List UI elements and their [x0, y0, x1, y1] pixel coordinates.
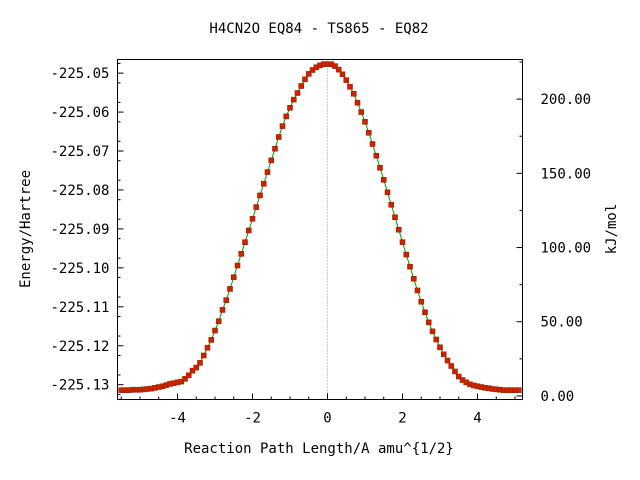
data-point: [448, 363, 455, 369]
data-point: [268, 157, 275, 164]
data-point: [440, 351, 447, 358]
data-point: [433, 336, 440, 343]
data-point: [182, 376, 188, 382]
data-point: [197, 360, 203, 366]
data-point: [287, 104, 293, 111]
data-point: [234, 262, 241, 269]
data-point: [365, 129, 372, 136]
y-tick-label: -225.11: [50, 300, 109, 316]
data-point: [410, 275, 417, 282]
data-point: [257, 192, 263, 199]
y-tick-label: -225.07: [50, 144, 109, 160]
y-tick-label: -225.05: [50, 66, 109, 82]
y-tick-label: -225.06: [50, 105, 109, 121]
x-axis-title: Reaction Path Length/A amu^{1/2}: [184, 441, 454, 457]
data-point: [230, 274, 237, 281]
data-point: [407, 263, 413, 270]
data-point: [380, 177, 387, 183]
y2-tick-label: 200.00: [541, 92, 592, 108]
data-point: [437, 344, 443, 351]
data-point: [452, 368, 458, 375]
data-point: [444, 357, 451, 364]
data-point: [185, 372, 192, 379]
data-point: [279, 123, 286, 129]
y2-tick-label: 0.00: [541, 389, 575, 405]
data-point: [418, 298, 425, 305]
data-point: [350, 90, 357, 97]
data-point: [388, 201, 395, 208]
data-point: [193, 364, 200, 371]
data-point: [455, 373, 462, 380]
data-point: [515, 387, 522, 393]
data-point: [362, 119, 368, 125]
data-point: [208, 337, 215, 343]
data-point: [403, 251, 410, 258]
data-point: [384, 189, 391, 196]
data-point: [253, 204, 260, 210]
x-tick-label: -2: [244, 411, 261, 427]
data-point: [215, 318, 222, 325]
x-tick-label: 0: [323, 411, 331, 427]
data-point: [369, 141, 376, 147]
y-axis-title: Energy/Hartree: [18, 170, 34, 288]
x-tick-label: -4: [169, 411, 186, 427]
y2-tick-label: 150.00: [541, 166, 592, 182]
y-tick-label: -225.09: [50, 222, 109, 238]
data-point: [204, 344, 211, 351]
data-point: [264, 169, 271, 175]
data-point: [302, 76, 308, 83]
y2-tick-label: 100.00: [541, 241, 592, 257]
data-point: [332, 63, 338, 69]
data-point: [425, 319, 432, 326]
y-tick-label: -225.13: [50, 378, 109, 394]
x-tick-label: 4: [473, 411, 481, 427]
chart-title: H4CN2O EQ84 - TS865 - EQ82: [209, 21, 428, 37]
data-point: [392, 214, 398, 221]
data-point: [212, 327, 218, 334]
data-point: [429, 328, 436, 335]
data-point: [260, 180, 267, 187]
x-tick-label: 2: [398, 411, 406, 427]
data-point: [399, 239, 406, 245]
data-point: [298, 83, 305, 89]
data-point: [227, 286, 233, 292]
data-point: [414, 287, 421, 294]
data-point: [347, 83, 353, 90]
y-tick-label: -225.10: [50, 261, 109, 277]
y2-axis-title: kJ/mol: [604, 204, 620, 255]
axis-layer: -4 -2 0 2 4 -225.05 -225.06 -225.07 -225.08 -225.…: [50, 61, 592, 427]
data-point: [275, 134, 282, 140]
data-point: [272, 145, 278, 152]
data-point: [242, 239, 248, 245]
data-point: [245, 227, 252, 234]
data-point: [335, 66, 342, 73]
plot-frame: [117, 59, 523, 400]
data-point: [283, 113, 290, 120]
data-point: [249, 215, 256, 222]
data-point: [343, 77, 350, 83]
plot-layer: [118, 59, 522, 400]
data-point: [290, 96, 297, 103]
data-point: [373, 152, 380, 159]
y2-tick-label: 50.00: [541, 315, 583, 331]
data-point: [377, 164, 383, 171]
data-point: [223, 297, 230, 303]
data-point: [219, 307, 226, 313]
y-tick-label: -225.12: [50, 339, 109, 355]
series-line-0: [121, 63, 519, 391]
data-point: [238, 251, 245, 257]
y-tick-label: -225.08: [50, 183, 109, 199]
data-point: [294, 90, 301, 96]
data-point: [189, 367, 196, 374]
data-point: [339, 71, 346, 78]
data-point: [305, 71, 312, 77]
data-point: [395, 226, 402, 233]
data-point: [422, 309, 428, 316]
data-point: [200, 352, 207, 359]
data-point: [354, 99, 361, 106]
data-point: [358, 109, 365, 115]
